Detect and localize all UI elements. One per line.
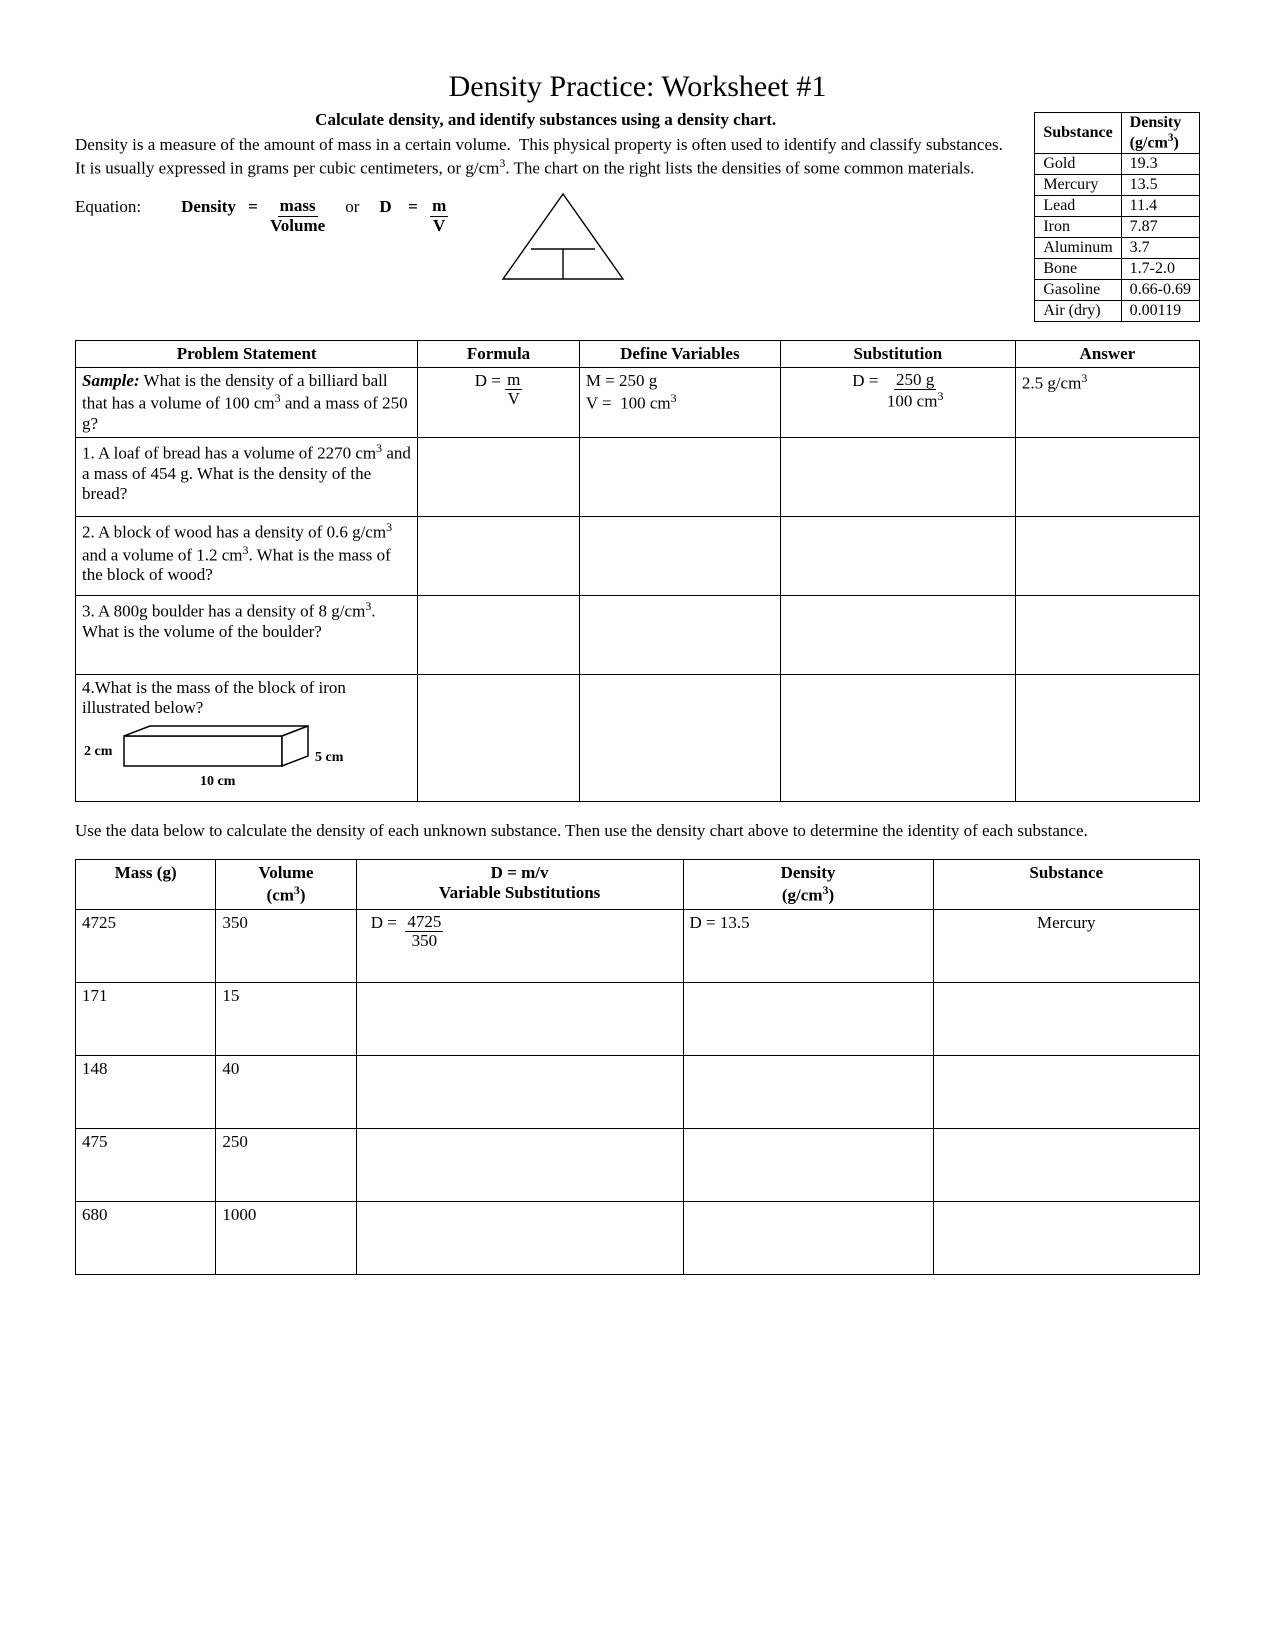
- id-header-sub: D = m/vVariable Substitutions: [356, 860, 683, 910]
- id-row: 475 250: [76, 1128, 1200, 1201]
- density-header-substance: Substance: [1035, 113, 1121, 154]
- col-header: Answer: [1015, 341, 1199, 368]
- density-cell: Bone: [1035, 259, 1121, 280]
- problem-row: 4.What is the mass of the block of iron …: [76, 674, 1200, 801]
- equation-row: Equation: Density = mass Volume or D = m…: [75, 197, 1016, 288]
- id-mass: 148: [76, 1055, 216, 1128]
- eqn-lhs2: D: [379, 197, 391, 217]
- eqn-frac2: m V: [430, 197, 448, 235]
- density-cell: 7.87: [1121, 217, 1199, 238]
- density-cell: Gasoline: [1035, 280, 1121, 301]
- density-cell: Mercury: [1035, 175, 1121, 196]
- sample-formula: D = mV: [418, 368, 580, 438]
- problem-row: 1. A loaf of bread has a volume of 2270 …: [76, 437, 1200, 516]
- eqn-or: or: [333, 197, 371, 217]
- density-cell: Air (dry): [1035, 301, 1121, 322]
- block-dim-w: 10 cm: [200, 774, 235, 790]
- block-diagram: 2 cm 5 cm 10 cm: [122, 724, 411, 784]
- problem-row: 2. A block of wood has a density of 0.6 …: [76, 516, 1200, 595]
- id-row: 171 15: [76, 982, 1200, 1055]
- problem-text: 3. A 800g boulder has a density of 8 g/c…: [76, 595, 418, 674]
- eqn-lhs1: Density: [181, 197, 236, 217]
- block-dim-h: 2 cm: [84, 744, 112, 760]
- id-header-den: Density(g/cm3): [683, 860, 933, 910]
- id-vol: 250: [216, 1128, 356, 1201]
- id-row: 680 1000: [76, 1201, 1200, 1274]
- top-row: Calculate density, and identify substanc…: [75, 110, 1200, 322]
- density-cell: 1.7-2.0: [1121, 259, 1199, 280]
- col-header: Define Variables: [579, 341, 780, 368]
- intro-text: Density is a measure of the amount of ma…: [75, 134, 1016, 179]
- identify-table: Mass (g) Volume(cm3) D = m/vVariable Sub…: [75, 859, 1200, 1275]
- eqn-num2: m: [430, 197, 448, 217]
- eqn-den2: V: [433, 217, 445, 236]
- density-cell: 11.4: [1121, 196, 1199, 217]
- sample-vars: M = 250 gV = 100 cm3: [579, 368, 780, 438]
- id-row: 148 40: [76, 1055, 1200, 1128]
- intro-column: Calculate density, and identify substanc…: [75, 110, 1016, 288]
- eqn-den1: Volume: [270, 217, 325, 236]
- prism-icon: [122, 724, 322, 779]
- id-vol: 40: [216, 1055, 356, 1128]
- col-header: Formula: [418, 341, 580, 368]
- problem-row: 3. A 800g boulder has a density of 8 g/c…: [76, 595, 1200, 674]
- triangle-icon: [498, 191, 628, 288]
- problem-text: 2. A block of wood has a density of 0.6 …: [76, 516, 418, 595]
- id-sub: D = 4725350: [356, 909, 683, 982]
- id-vol: 350: [216, 909, 356, 982]
- id-mass: 171: [76, 982, 216, 1055]
- density-cell: Aluminum: [1035, 238, 1121, 259]
- sample-problem: Sample: What is the density of a billiar…: [76, 368, 418, 438]
- density-cell: Iron: [1035, 217, 1121, 238]
- eqn-frac1: mass Volume: [270, 197, 325, 235]
- density-cell: Lead: [1035, 196, 1121, 217]
- sample-sub: D = 250 g100 cm3: [780, 368, 1015, 438]
- density-cell: 3.7: [1121, 238, 1199, 259]
- density-cell: Gold: [1035, 154, 1121, 175]
- id-vol: 15: [216, 982, 356, 1055]
- page-title: Density Practice: Worksheet #1: [75, 70, 1200, 104]
- sample-ans: 2.5 g/cm3: [1015, 368, 1199, 438]
- id-header-substance: Substance: [933, 860, 1199, 910]
- id-vol: 1000: [216, 1201, 356, 1274]
- problem-text: 1. A loaf of bread has a volume of 2270 …: [76, 437, 418, 516]
- sample-row: Sample: What is the density of a billiar…: [76, 368, 1200, 438]
- density-cell: 0.00119: [1121, 301, 1199, 322]
- eqn-num1: mass: [278, 197, 318, 217]
- worksheet-page: Density Practice: Worksheet #1 Calculate…: [0, 0, 1275, 1650]
- id-substance: Mercury: [933, 909, 1199, 982]
- density-header-density: Density(g/cm3): [1121, 113, 1199, 154]
- id-den: D = 13.5: [683, 909, 933, 982]
- id-row: 4725 350 D = 4725350 D = 13.5 Mercury: [76, 909, 1200, 982]
- col-header: Substitution: [780, 341, 1015, 368]
- equation-label: Equation:: [75, 197, 141, 217]
- id-mass: 680: [76, 1201, 216, 1274]
- id-mass: 475: [76, 1128, 216, 1201]
- id-mass: 4725: [76, 909, 216, 982]
- block-dim-d: 5 cm: [315, 750, 343, 766]
- subtitle: Calculate density, and identify substanc…: [75, 110, 1016, 130]
- equation: Density = mass Volume or D = m V: [181, 197, 448, 235]
- problem-text: 4.What is the mass of the block of iron …: [76, 674, 418, 801]
- id-header-mass: Mass (g): [76, 860, 216, 910]
- density-chart: Substance Density(g/cm3) Gold19.3 Mercur…: [1034, 112, 1200, 322]
- col-header: Problem Statement: [76, 341, 418, 368]
- density-cell: 13.5: [1121, 175, 1199, 196]
- density-cell: 0.66-0.69: [1121, 280, 1199, 301]
- density-cell: 19.3: [1121, 154, 1199, 175]
- id-header-vol: Volume(cm3): [216, 860, 356, 910]
- problems-table: Problem Statement Formula Define Variabl…: [75, 340, 1200, 802]
- identify-instructions: Use the data below to calculate the dens…: [75, 820, 1200, 841]
